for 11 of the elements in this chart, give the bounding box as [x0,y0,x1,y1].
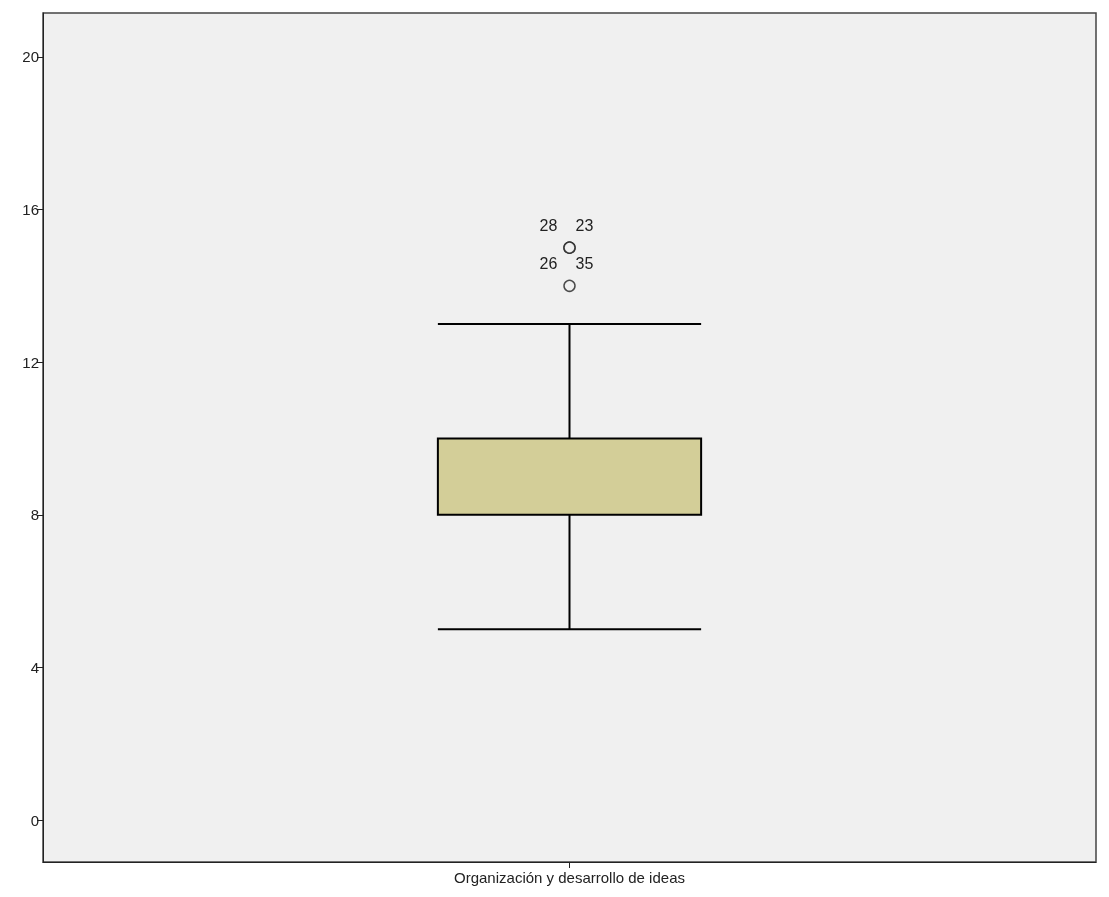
y-tick-label: 20 [22,48,39,66]
y-tick-label: 0 [30,811,39,829]
annotation: 35 [575,255,594,273]
annotation: 28 [539,217,558,235]
y-tick-label: 16 [22,201,39,219]
x-tick-label: Organización y desarrollo de ideas [454,869,685,886]
y-tick-label: 8 [30,506,39,524]
annotation: 26 [539,255,558,273]
y-tick-label: 12 [22,353,39,371]
annotation: 23 [575,217,594,235]
y-tick-label: 4 [30,658,39,676]
